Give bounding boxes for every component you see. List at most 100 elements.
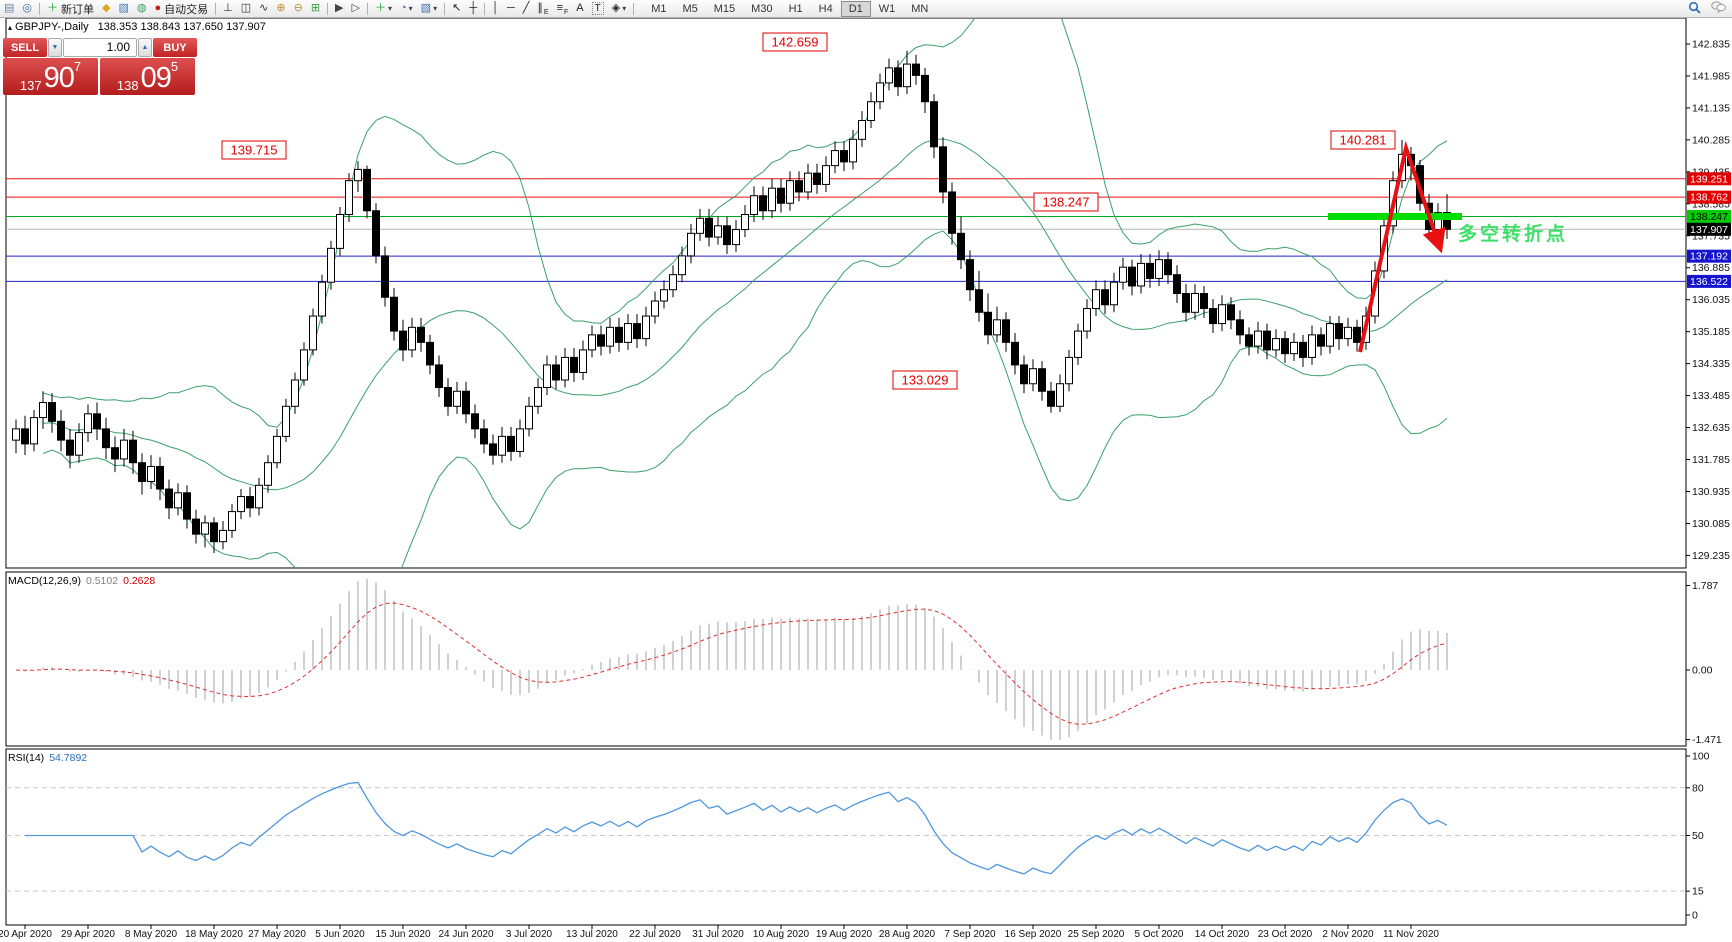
date-axis: 20 Apr 2020 29 Apr 2020 8 May 2020 18 May 2… — [0, 925, 1439, 940]
chat-icon[interactable] — [1711, 1, 1726, 16]
vline-tool[interactable]: │ — [488, 1, 503, 16]
price-callout-box[interactable] — [762, 32, 828, 52]
svg-text:-1.471: -1.471 — [1692, 734, 1722, 746]
timeframe-M5[interactable]: M5 — [682, 2, 698, 15]
chart-window-icon[interactable]: ▤ — [0, 1, 18, 16]
main-toolbar: ▤ ◎ ＋新订单 ◆ ▧ ◍ ● 自动交易 ⊥ ◫ ∿ ⊕ ⊖ ⊞ ▶ ▷ ＋ ▾ ◔ ▾ ▧ ▾ ↖ ┼ │ ─ ╱ ∥ E ≡ F A T ◈… — [0, 0, 1732, 18]
toolbar-divider — [39, 2, 41, 15]
svg-text:5 Oct 2020: 5 Oct 2020 — [1135, 929, 1184, 940]
auto-scroll-icon-glyph-icon: ▶ — [335, 2, 344, 14]
text-label-tool[interactable]: T — [588, 1, 608, 16]
svg-text:138.762: 138.762 — [1690, 192, 1728, 204]
price-callout-box[interactable] — [1033, 192, 1099, 212]
cursor-glyph-icon: ↖ — [452, 2, 462, 14]
auto-scroll-icon[interactable]: ▶ — [331, 1, 347, 16]
sell-price-display[interactable]: 137 90 7 — [3, 58, 98, 95]
timeframe-M30[interactable]: M30 — [751, 2, 773, 15]
svg-text:137.192: 137.192 — [1690, 251, 1728, 263]
reversal-arrow[interactable] — [1358, 140, 1446, 353]
svg-text:2 Nov 2020: 2 Nov 2020 — [1322, 929, 1374, 940]
text-tool[interactable]: A — [572, 1, 587, 16]
volume-input[interactable]: 1.00 — [63, 38, 137, 57]
hline-tool[interactable]: ─ — [503, 1, 519, 16]
price-callout-box[interactable] — [892, 370, 958, 390]
timeframe-M15[interactable]: M15 — [713, 2, 736, 15]
caret-down-icon: ▾ — [408, 4, 413, 13]
svg-text:27 May 2020: 27 May 2020 — [248, 929, 306, 940]
new-chart-button[interactable]: ＋ ▾ — [371, 1, 396, 16]
crosshair-tool[interactable]: ┼ — [465, 1, 481, 16]
chart-shift-icon[interactable]: ▷ — [348, 1, 364, 16]
support-level-bar[interactable] — [1328, 213, 1462, 220]
svg-text:16 Sep 2020: 16 Sep 2020 — [1005, 929, 1062, 940]
svg-text:136.522: 136.522 — [1690, 276, 1728, 288]
trendline-glyph-icon: ╱ — [522, 2, 530, 14]
fibonacci-tool[interactable]: ≡ F — [553, 1, 573, 16]
timeframe-W1[interactable]: W1 — [878, 2, 896, 15]
svg-text:19 Aug 2020: 19 Aug 2020 — [816, 929, 873, 940]
ohlc-bars-icon[interactable]: ⊥ — [219, 1, 237, 16]
trendline-tool[interactable]: ╱ — [519, 1, 534, 16]
autotrading-button[interactable]: ● 自动交易 — [151, 1, 213, 16]
one-click-trade-panel: SELL ▼ 1.00 ▲ BUY 137 90 7 138 09 5 — [3, 38, 197, 95]
panel-borders — [5, 17, 1687, 926]
timeframe-MN[interactable]: MN — [911, 2, 929, 15]
ohlc-bars-icon-glyph-icon: ⊥ — [223, 2, 233, 14]
price-axis-badges: 139.251 138.762 138.247 137.192 136.522 137.9… — [1687, 172, 1731, 288]
autotrading-glyph-icon: ● — [154, 2, 162, 14]
timeframe-H1[interactable]: H1 — [788, 2, 803, 15]
buy-price-display[interactable]: 138 09 5 — [100, 58, 195, 95]
periods-button[interactable]: ◔ ▾ — [396, 1, 417, 16]
tile-windows-icon[interactable]: ⊞ — [307, 1, 324, 16]
sell-price-prefix: 137 — [19, 78, 42, 93]
templates-button[interactable]: ▧ ▾ — [417, 1, 441, 16]
timeframe-H4[interactable]: H4 — [818, 2, 833, 15]
svg-text:80: 80 — [1692, 782, 1704, 794]
zoom-in-icon[interactable]: ⊕ — [272, 1, 289, 16]
new-order-glyph-icon: ＋ — [47, 2, 59, 14]
candles-layer — [12, 50, 1451, 553]
svg-text:141.985: 141.985 — [1692, 70, 1730, 82]
svg-text:133.029: 133.029 — [902, 373, 949, 388]
svg-text:11 Nov 2020: 11 Nov 2020 — [1383, 929, 1439, 940]
svg-text:138.247: 138.247 — [1043, 195, 1090, 210]
sell-button[interactable]: SELL — [3, 38, 47, 57]
volume-up-button[interactable]: ▲ — [138, 38, 152, 57]
search-icon[interactable] — [1688, 1, 1701, 17]
chart-shift-icon-glyph-icon: ▷ — [351, 2, 360, 14]
svg-text:1.787: 1.787 — [1692, 580, 1718, 592]
svg-text:31 Jul 2020: 31 Jul 2020 — [692, 929, 744, 940]
svg-text:13 Jul 2020: 13 Jul 2020 — [566, 929, 618, 940]
tile-windows-icon-glyph-icon: ⊞ — [310, 2, 321, 14]
svg-text:8 May 2020: 8 May 2020 — [125, 929, 178, 940]
svg-text:29 Apr 2020: 29 Apr 2020 — [61, 929, 115, 940]
rsi-name: RSI(14) — [8, 752, 45, 764]
annotations-layer[interactable]: 142.659 139.715 140.281 138.247 133.029 多空转折点 — [221, 32, 1568, 390]
buy-button[interactable]: BUY — [153, 38, 197, 57]
profile-icon[interactable]: ▧ — [114, 1, 132, 16]
zoom-out-icon[interactable]: ⊖ — [290, 1, 307, 16]
volume-down-button[interactable]: ▼ — [48, 38, 62, 57]
timeframe-M1[interactable]: M1 — [651, 2, 667, 15]
price-callout-box[interactable] — [221, 140, 287, 160]
equidistant-channel-tool[interactable]: ∥ E — [533, 1, 552, 16]
new-chart-glyph-icon: ＋ — [374, 2, 386, 14]
preview-icon[interactable]: ◎ — [18, 1, 36, 16]
svg-text:25 Sep 2020: 25 Sep 2020 — [1068, 929, 1125, 940]
price-callout-box[interactable] — [1330, 130, 1396, 150]
svg-text:139.715: 139.715 — [231, 143, 278, 158]
svg-text:7 Sep 2020: 7 Sep 2020 — [944, 929, 996, 940]
metaeditor-icon[interactable]: ◆ — [98, 1, 114, 16]
arrows-tool[interactable]: ◈ ▾ — [608, 1, 630, 16]
timeframe-D1[interactable]: D1 — [840, 0, 871, 17]
cursor-tool[interactable]: ↖ — [448, 1, 465, 16]
svg-text:22 Jul 2020: 22 Jul 2020 — [629, 929, 681, 940]
toolbar-divider — [444, 2, 446, 15]
signals-icon[interactable]: ◍ — [133, 1, 151, 16]
timeframe-toolbar: M1 M5 M15 M30 H1 H4 D1 W1 MN — [643, 0, 936, 17]
new-order-button[interactable]: ＋新订单 — [43, 1, 98, 16]
candlestick-icon[interactable]: ◫ — [237, 1, 255, 16]
hline-glyph-icon: ─ — [506, 2, 515, 14]
line-chart-icon[interactable]: ∿ — [255, 1, 272, 16]
